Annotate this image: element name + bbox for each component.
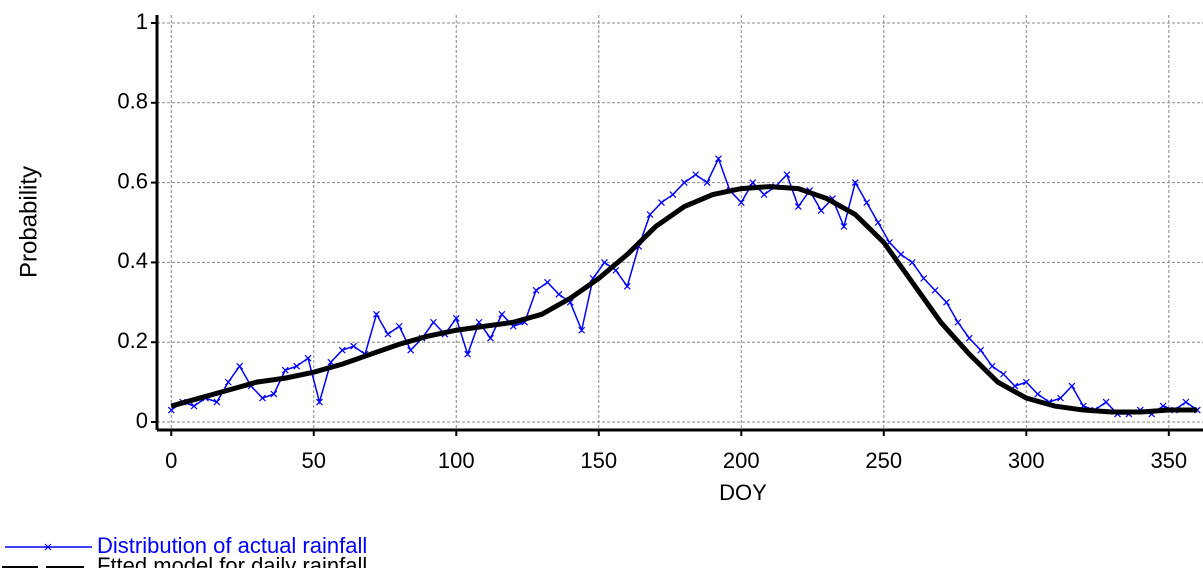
data-marker (281, 366, 289, 374)
data-marker (760, 191, 768, 198)
line-series (170, 184, 1198, 415)
data-marker (350, 342, 358, 350)
data-marker (224, 378, 232, 386)
data-marker (395, 322, 403, 330)
x-tick-label: 200 (723, 448, 760, 473)
line-series (170, 156, 1198, 415)
data-marker (1068, 382, 1076, 390)
legend-label: Ftted model for daily rainfall (97, 553, 367, 568)
data-marker (373, 310, 380, 318)
data-marker (601, 258, 608, 266)
data-marker (487, 334, 494, 342)
y-axis-label: Probability (15, 166, 42, 278)
x-tick-label: 350 (1150, 448, 1187, 473)
data-marker (794, 203, 802, 210)
data-marker (749, 179, 757, 187)
y-tick-label: 0.6 (117, 168, 148, 193)
data-marker (920, 274, 928, 282)
data-marker (213, 398, 221, 406)
data-marker (384, 330, 392, 338)
data-marker (555, 290, 563, 298)
data-marker (464, 350, 472, 358)
data-marker (817, 207, 825, 214)
x-tick-label: 50 (302, 448, 326, 473)
data-marker (646, 211, 654, 218)
data-marker (908, 258, 916, 266)
data-marker (737, 199, 745, 206)
data-marker (1102, 398, 1110, 406)
x-tick-label: 0 (165, 448, 177, 473)
data-marker (544, 278, 551, 286)
data-marker (1057, 394, 1064, 402)
y-tick-label: 0.2 (117, 328, 148, 353)
data-marker (316, 398, 323, 406)
x-axis-label: DOY (719, 480, 767, 505)
data-marker (783, 171, 791, 179)
data-marker (304, 354, 312, 362)
data-marker (338, 346, 346, 354)
y-tick-label: 1 (136, 9, 148, 34)
x-tick-label: 250 (865, 448, 902, 473)
data-marker (1182, 398, 1190, 406)
data-marker (293, 362, 301, 370)
data-marker (1022, 378, 1030, 386)
legend-label: Distribution of actual rainfall (97, 533, 367, 558)
data-marker (851, 179, 859, 187)
data-marker (943, 298, 950, 306)
data-marker (190, 402, 198, 410)
data-marker (623, 282, 631, 290)
data-marker (658, 199, 665, 206)
y-tick-label: 0 (136, 408, 148, 433)
data-marker (498, 310, 506, 318)
data-marker (897, 250, 905, 258)
data-marker (715, 155, 722, 163)
plot-area (167, 155, 1201, 418)
data-marker (407, 346, 415, 354)
data-marker (236, 362, 244, 370)
x-tick-label: 300 (1008, 448, 1045, 473)
legend-marker (44, 543, 52, 551)
data-marker (977, 346, 985, 354)
data-marker (703, 179, 711, 187)
data-marker (259, 394, 266, 402)
data-marker (840, 223, 848, 230)
y-tick-label: 0.8 (117, 89, 148, 114)
data-marker (863, 199, 871, 206)
data-marker (327, 358, 335, 366)
y-tick-label: 0.4 (117, 248, 148, 273)
data-marker (1034, 390, 1042, 398)
data-marker (931, 286, 939, 294)
data-marker (988, 362, 996, 370)
x-tick-label: 150 (580, 448, 617, 473)
data-marker (1000, 370, 1007, 378)
data-marker (578, 326, 586, 334)
data-marker (669, 191, 677, 198)
data-marker (430, 318, 437, 326)
data-marker (954, 318, 962, 326)
data-marker (692, 171, 700, 179)
data-marker (270, 390, 278, 398)
data-marker (874, 219, 882, 226)
data-marker (965, 334, 973, 342)
data-marker (532, 286, 540, 294)
x-tick-label: 100 (438, 448, 475, 473)
data-marker (680, 179, 688, 187)
data-marker (452, 314, 460, 322)
